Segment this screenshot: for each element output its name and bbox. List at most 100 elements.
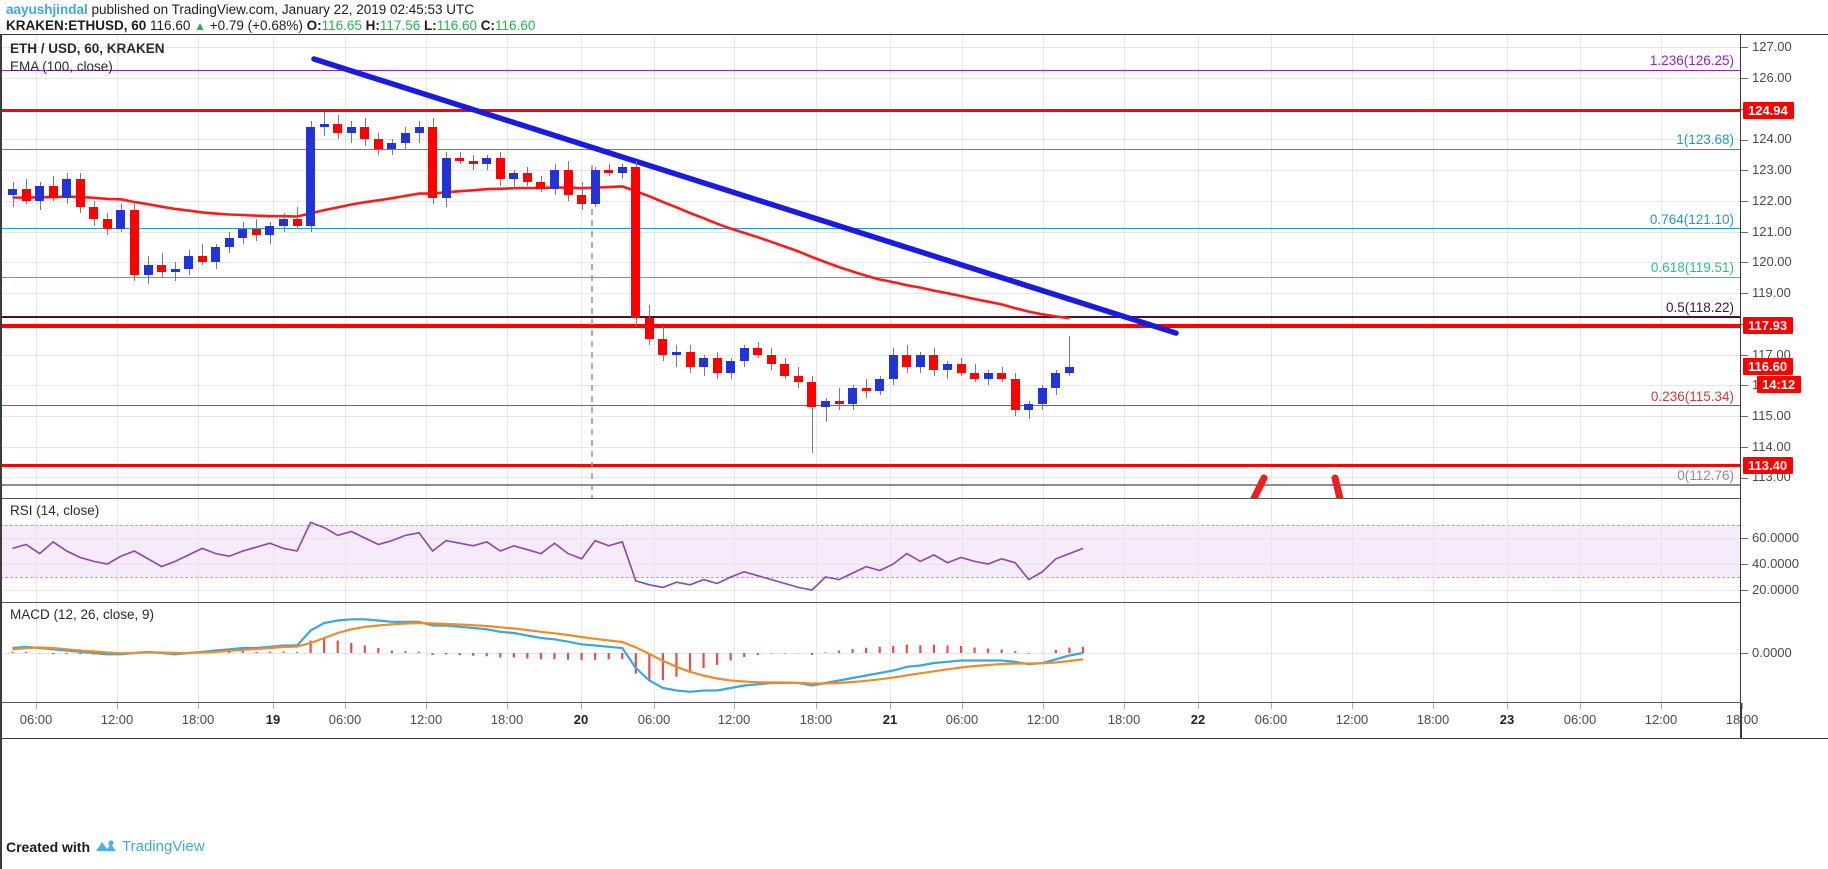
candle-body-down (861, 388, 871, 392)
ema-legend: EMA (100, close) (10, 59, 113, 74)
gridline-vertical (1507, 603, 1508, 702)
time-label-1800: 18:00 (1107, 712, 1141, 727)
gridline-vertical (507, 35, 508, 498)
macd-legend: MACD (12, 26, close, 9) (10, 607, 155, 622)
time-label-0600: 06:00 (328, 712, 362, 727)
symbol-ticker[interactable]: KRAKEN:ETHUSD, 60 (6, 18, 147, 33)
candle-body-up (238, 228, 248, 238)
time-label-1800: 18:00 (799, 712, 833, 727)
candle-body-up (509, 173, 519, 180)
candle-body-up (35, 185, 45, 201)
candle-wick (513, 170, 515, 189)
tradingview-brand[interactable]: TradingView (122, 838, 205, 855)
time-axis-divider (1740, 703, 1742, 738)
gridline-horizontal (0, 477, 1740, 478)
candle-body-up (726, 360, 736, 373)
gridline-vertical (654, 603, 655, 702)
candle-wick (608, 164, 610, 177)
rsi-series (12, 521, 1084, 591)
candle-body-up (441, 157, 451, 198)
fib-line-0[interactable] (0, 484, 1740, 486)
time-tick (198, 703, 199, 709)
candle-wick (974, 363, 976, 383)
time-tick (1580, 703, 1581, 709)
candle-body-down (766, 354, 776, 364)
gridline-vertical (1043, 35, 1044, 498)
candle-wick (175, 262, 177, 281)
fib-line-0.764[interactable] (0, 227, 1740, 230)
gridline-vertical (1507, 35, 1508, 498)
candle-body-down (48, 185, 58, 198)
gridline-vertical (36, 603, 37, 702)
candle-body-up (699, 357, 709, 367)
candle-body-up (888, 354, 898, 380)
fib-line-1.236[interactable] (0, 69, 1740, 72)
gridline-vertical (345, 35, 346, 498)
time-axis[interactable]: 06:00 12:00 18:00 19 06:00 12:00 18:00 20 06:00 1… (0, 703, 1828, 739)
author-name[interactable]: aayushjindal (6, 2, 88, 17)
gridline-vertical (1580, 603, 1581, 702)
candle-body-up (62, 179, 72, 198)
candle-body-down (956, 363, 966, 373)
price-pane[interactable]: 1.236(126.25) 1(123.68) 0.764(121.10) 0.618… (0, 35, 1740, 499)
candle-body-down (563, 170, 573, 195)
rsi-threshold-70 (0, 525, 1740, 526)
gridline-vertical (426, 499, 427, 602)
time-label-1200: 12:00 (717, 712, 751, 727)
fib-line-0.5[interactable] (0, 316, 1740, 318)
quote-line: KRAKEN:ETHUSD, 60 116.60 ▲ +0.79 (+0.68%… (6, 18, 1828, 34)
gridline-vertical (1271, 603, 1272, 702)
key-level-line-124.94[interactable] (0, 108, 1740, 113)
created-with-label: Created with (6, 838, 91, 855)
gridline-horizontal (0, 538, 1740, 539)
time-label-0600: 06:00 (1254, 712, 1288, 727)
price-badge-117.93[interactable]: 117.93 (1743, 317, 1794, 335)
gridline-horizontal (0, 447, 1740, 448)
candle-body-up (224, 237, 234, 247)
time-tick (1742, 703, 1743, 709)
gridline-vertical (426, 603, 427, 702)
candle-body-up (821, 400, 830, 407)
candle-body-down (712, 357, 722, 373)
candle-body-down (428, 127, 438, 198)
gridline-vertical (816, 603, 817, 702)
time-tick (345, 703, 346, 709)
candle-body-up (211, 247, 221, 263)
key-level-line-113.4[interactable] (0, 463, 1740, 467)
key-level-line-117.93[interactable] (0, 324, 1740, 328)
gridline-vertical (734, 603, 735, 702)
candle-body-up (346, 127, 356, 134)
time-label-1200: 12:00 (1026, 712, 1060, 727)
gridline-zero (0, 653, 1740, 654)
macd-pane[interactable]: MACD (12, 26, close, 9) (0, 603, 1740, 703)
price-badge-116.60[interactable]: 116.60 (1743, 358, 1794, 376)
candle-body-down (997, 373, 1007, 380)
candle-body-up (387, 142, 397, 149)
ema-100-line (12, 185, 1070, 320)
fib-line-1[interactable] (0, 148, 1740, 151)
candle-body-down (793, 376, 803, 383)
gridline-vertical (654, 499, 655, 602)
rsi-pane[interactable]: RSI (14, close) (0, 499, 1740, 603)
price-badge-113.40[interactable]: 113.40 (1743, 456, 1794, 474)
time-tick (1661, 703, 1662, 709)
time-label-19: 19 (265, 712, 281, 727)
candle-body-down (89, 207, 99, 220)
candle-body-down (929, 354, 939, 370)
candle-body-up (1037, 388, 1047, 404)
price-axis[interactable]: 127.00126.00125.00124.00123.00122.00121.… (1740, 35, 1828, 703)
candle-body-up (306, 127, 316, 226)
gridline-vertical (345, 499, 346, 602)
time-tick (1124, 703, 1125, 709)
candle-body-up (279, 219, 288, 226)
candle-body-up (915, 354, 925, 367)
gridline-vertical (1433, 603, 1434, 702)
candle-body-up (482, 157, 492, 165)
candle-body-down (129, 210, 139, 275)
candle-body-up (739, 348, 749, 361)
price-badge-124.94[interactable]: 124.94 (1743, 102, 1794, 120)
gridline-vertical (1124, 35, 1125, 498)
candle-body-up (319, 124, 329, 128)
fib-line-0.236[interactable] (0, 404, 1740, 407)
rsi-tick-20.0000: 20.0000 (1741, 583, 1828, 597)
